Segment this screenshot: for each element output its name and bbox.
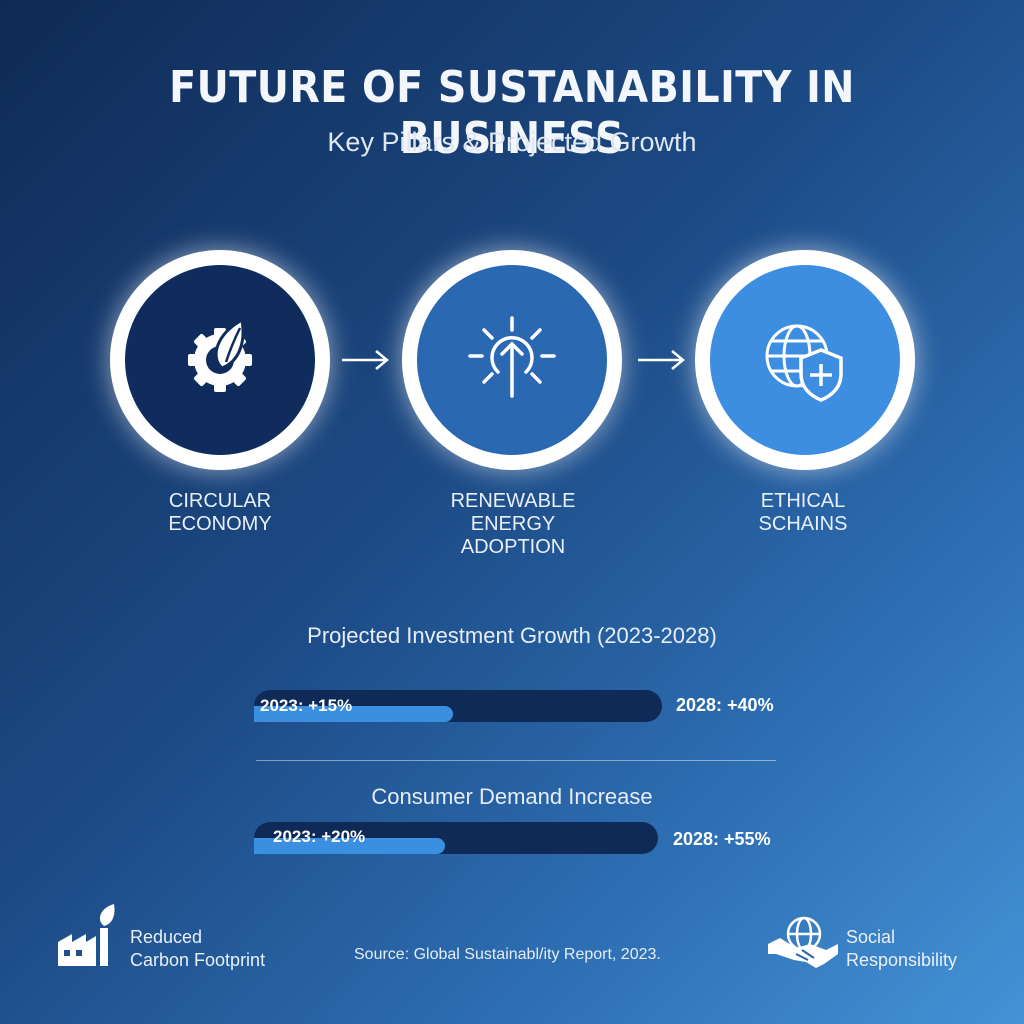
divider — [256, 760, 776, 761]
page-title: FUTURE OF SUSTANABILITY IN BUSINESS — [169, 62, 855, 164]
pillar-disc — [417, 265, 607, 455]
pillar-label-circular-economy: CIRCULAR ECONOMY — [168, 490, 272, 535]
footer-social-responsibility: Social Responsibility — [846, 927, 958, 970]
globe-shield-icon — [765, 324, 843, 402]
pillar-disc — [125, 265, 315, 455]
investment-bar-2023 — [254, 706, 453, 722]
demand-2028-label: 2028: +55% — [673, 829, 771, 849]
investment-bar-track — [254, 690, 662, 722]
handshake-globe-icon — [768, 916, 838, 968]
demand-2023-label: 2023: +20% — [273, 827, 366, 846]
sun-arrow-icon — [468, 316, 556, 398]
chart-title-demand: Consumer Demand Increase — [371, 784, 653, 809]
pillar-label-ethical-chains: ETHICAL SCHAINS — [758, 490, 848, 535]
leaf-gear-icon — [188, 317, 252, 392]
investment-2028-label: 2028: +40% — [676, 695, 774, 715]
chart-title-investment: Projected Investment Growth (2023-2028) — [307, 623, 717, 648]
pillar-renewable-energy — [402, 250, 622, 470]
arrow-right-icon — [638, 350, 685, 370]
source-note: Source: Global Sustainabl/ity Report, 20… — [354, 946, 661, 963]
pillar-ethical-chains — [695, 250, 915, 470]
pillar-circular-economy — [110, 250, 330, 470]
pillar-label-renewable-energy: RENEWABLE ENERGY ADOPTION — [450, 490, 576, 558]
investment-2023-label: 2023: +15% — [260, 696, 353, 715]
footer-carbon-footprint: Reduced Carbon Footprint — [130, 927, 266, 970]
pillar-disc — [710, 265, 900, 455]
demand-bar-2023 — [254, 838, 445, 854]
page-subtitle: Key Pillars & Projected Growth — [327, 127, 697, 157]
factory-leaf-icon — [58, 904, 115, 966]
demand-bar-track — [254, 822, 658, 854]
arrow-right-icon — [342, 350, 389, 370]
